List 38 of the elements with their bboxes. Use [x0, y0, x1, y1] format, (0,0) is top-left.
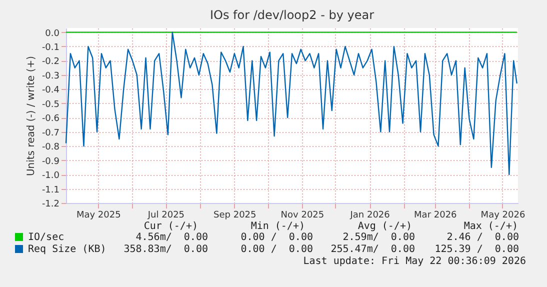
x-tick-label: Sep 2025 [214, 210, 256, 220]
y-tick-label: -0.7 [42, 128, 60, 138]
x-tick-label: May 2026 [480, 210, 526, 220]
y-tick-label: -0.4 [42, 86, 60, 96]
line-series [65, 32, 518, 176]
x-tick-label: Nov 2025 [280, 210, 324, 220]
text: Last update: Fri May 22 00:36:09 2026 [303, 256, 526, 268]
text: Cur (-/+) [144, 221, 198, 232]
y-tick-label: -1.0 [42, 171, 60, 182]
text: 0.00 / 0.00 [240, 244, 313, 256]
y-tick-label: -0.8 [42, 142, 60, 153]
y-tick-label: -0.1 [42, 42, 60, 53]
y-tick-label: 0.0 [45, 28, 60, 39]
x-tick-label: May 2025 [76, 210, 121, 220]
chart-title: IOs for /dev/loop2 - by year [210, 8, 374, 22]
text: 255.47m/ 0.00 [330, 244, 415, 256]
y-tick-label: -0.3 [42, 71, 60, 82]
y-tick-label: -1.1 [42, 185, 60, 196]
y-tick-label: -0.5 [42, 100, 60, 110]
legend-label: Req Size (KB) [28, 244, 106, 255]
text: 358.83m/ 0.00 [124, 244, 208, 256]
y-tick-label: -0.2 [42, 57, 60, 68]
text: 2.46 / 0.00 [446, 232, 519, 244]
y-tick-label: -0.9 [42, 156, 60, 167]
text: 0.00 / 0.00 [240, 232, 313, 244]
text: Min (-/+) [250, 221, 305, 232]
text: Max (-/+) [464, 221, 518, 232]
text: 125.39 / 0.00 [434, 244, 519, 256]
x-tick-label: Mar 2026 [414, 210, 458, 220]
y-tick-label: -0.6 [42, 114, 60, 124]
text: 2.59m/ 0.00 [342, 232, 415, 244]
legend-label: IO/sec [28, 232, 64, 243]
y-axis-title: Units read (-) / write (+) [26, 56, 37, 176]
x-tick-label: Jan 2026 [349, 210, 390, 220]
text: 4.56m/ 0.00 [136, 232, 208, 244]
y-tick-label: -1.2 [42, 200, 60, 210]
x-tick-label: Jul 2025 [146, 210, 185, 220]
text: Avg (-/+) [358, 221, 412, 232]
